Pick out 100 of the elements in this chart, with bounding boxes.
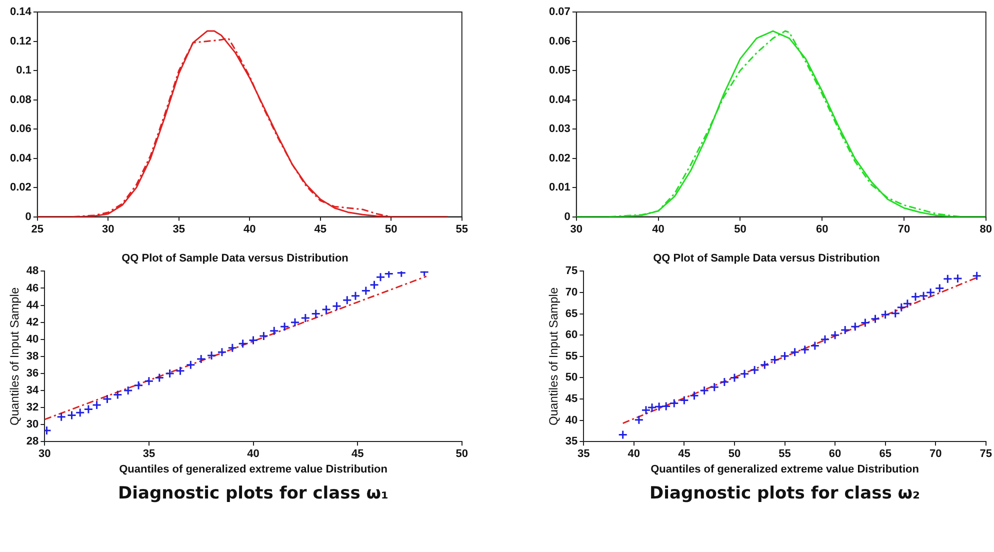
point: [258, 331, 268, 341]
point: [342, 295, 352, 305]
y-tick-label: 45: [565, 393, 578, 406]
x-tick-label: 50: [734, 223, 746, 236]
point: [134, 380, 144, 390]
x-tick-label: 45: [351, 448, 364, 460]
point: [654, 402, 664, 412]
point: [641, 405, 651, 415]
point: [952, 274, 962, 284]
point: [669, 398, 679, 408]
y-tick-label: 0.05: [548, 64, 570, 77]
x-tick-label: 35: [172, 223, 186, 236]
x-tick-label: 25: [31, 223, 44, 236]
point: [92, 400, 102, 410]
x-tick-label: 50: [728, 448, 741, 460]
text: Diagnostic plots for class ω₁: [118, 483, 388, 504]
point: [770, 355, 780, 365]
y-tick-label: 38: [26, 350, 39, 362]
y-axis-title: Quantiles of Input Sample: [546, 287, 561, 426]
point: [269, 326, 279, 336]
x-tick-label: 80: [980, 223, 992, 236]
point: [154, 372, 164, 382]
point: [311, 309, 321, 319]
point: [926, 288, 936, 298]
point: [647, 402, 657, 412]
x-axis-title: Quantiles of generalized extreme value Distribution: [119, 463, 388, 476]
y-tick-label: 0.07: [548, 6, 570, 18]
point: [902, 298, 912, 308]
point: [376, 272, 386, 282]
y-tick-label: 55: [565, 350, 578, 362]
y-tick-label: 0.1: [16, 64, 32, 77]
x-tick-label: 60: [828, 448, 842, 460]
point: [740, 369, 750, 379]
x-tick-label: 60: [816, 223, 828, 236]
point: [690, 390, 700, 400]
point: [102, 394, 112, 404]
point: [228, 343, 238, 353]
y-tick-label: 60: [565, 329, 578, 342]
y-tick-label: 30: [26, 418, 39, 431]
point: [370, 280, 380, 290]
x-axis-title: Quantiles of generalized extreme value Distribution: [650, 463, 920, 476]
point: [942, 274, 952, 284]
point: [322, 304, 332, 314]
text: Diagnostic plots for class ω₂: [650, 483, 920, 504]
point: [918, 291, 928, 301]
y-tick-label: 48: [26, 265, 39, 278]
point: [56, 412, 66, 422]
y-tick-label: 0.01: [548, 182, 570, 194]
y-tick-label: 35: [565, 436, 578, 448]
y-tick-label: 0.03: [548, 123, 570, 136]
x-tick-label: 70: [929, 448, 942, 460]
y-tick-label: 0.06: [548, 35, 570, 48]
y-tick-label: 0: [564, 210, 570, 223]
x-tick-label: 40: [652, 223, 664, 236]
y-tick-label: 46: [26, 282, 39, 294]
point: [730, 372, 740, 382]
point: [75, 408, 85, 418]
x-tick-label: 30: [38, 448, 51, 460]
x-tick-label: 65: [879, 448, 892, 460]
y-tick-label: 0: [25, 210, 32, 223]
y-tick-label: 0.04: [548, 94, 572, 106]
y-tick-label: 0.02: [548, 152, 570, 164]
point: [384, 271, 394, 279]
point: [830, 330, 840, 340]
y-tick-label: 40: [565, 414, 578, 426]
y-tick-label: 34: [26, 384, 40, 397]
point: [175, 366, 185, 376]
point: [618, 430, 628, 440]
x-tick-label: 50: [385, 223, 398, 236]
x-tick-label: 45: [314, 223, 327, 236]
x-tick-label: 70: [898, 223, 910, 236]
y-tick-label: 36: [26, 367, 39, 380]
point: [910, 292, 920, 302]
point: [248, 335, 258, 345]
y-tick-label: 50: [565, 372, 578, 384]
point: [860, 318, 870, 328]
point: [238, 338, 248, 348]
y-tick-label: 0.08: [10, 94, 32, 106]
point: [710, 382, 720, 392]
x-tick-label: 75: [980, 448, 992, 460]
chart-title: QQ Plot of Sample Data versus Distribution: [653, 252, 880, 265]
point: [206, 350, 216, 360]
point: [720, 377, 730, 387]
point: [880, 310, 890, 320]
point: [820, 334, 830, 344]
point: [850, 322, 860, 332]
x-tick-label: 40: [628, 448, 640, 460]
point: [870, 314, 880, 324]
y-tick-label: 40: [26, 333, 39, 346]
point: [661, 401, 671, 411]
point: [750, 365, 760, 375]
point: [679, 396, 689, 406]
point: [186, 360, 196, 370]
y-tick-label: 65: [565, 308, 578, 320]
point: [350, 291, 360, 301]
y-tick-label: 0.14: [10, 6, 32, 18]
point: [123, 386, 133, 396]
point: [800, 344, 810, 354]
y-tick-label: 42: [26, 316, 39, 328]
point: [810, 341, 820, 350]
